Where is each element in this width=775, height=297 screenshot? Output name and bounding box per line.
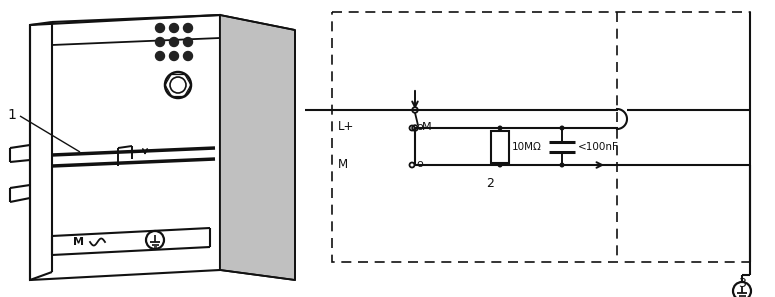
Text: 2: 2 [486,177,494,190]
Circle shape [156,23,164,32]
Circle shape [184,23,192,32]
Polygon shape [220,15,295,280]
Text: o: o [416,122,422,132]
Text: 10MΩ: 10MΩ [512,141,542,151]
Text: L+: L+ [338,121,354,133]
Text: 3: 3 [738,277,746,290]
Circle shape [156,51,164,61]
Circle shape [498,162,502,168]
Text: M: M [73,237,84,247]
Circle shape [170,51,178,61]
Circle shape [560,162,564,168]
Bar [332,12,750,262]
Text: M: M [422,122,432,132]
Circle shape [170,23,178,32]
Circle shape [170,37,178,47]
Circle shape [560,126,564,130]
Text: <100nF: <100nF [578,141,619,151]
Text: o: o [416,159,422,169]
Circle shape [184,37,192,47]
Circle shape [498,126,502,130]
Circle shape [156,37,164,47]
Circle shape [184,51,192,61]
Polygon shape [30,15,220,280]
Text: M: M [338,157,348,170]
Text: 1: 1 [8,108,16,122]
Bar [491,130,509,162]
